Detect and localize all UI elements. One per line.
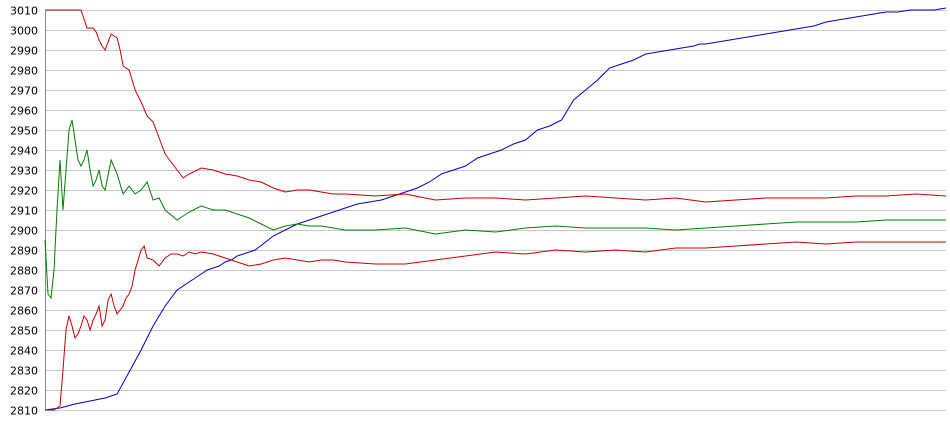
- y-tick-label: 2950: [10, 125, 38, 138]
- series-line-3: [44, 119, 946, 300]
- y-tick-label: 2870: [10, 285, 38, 298]
- y-tick-label: 2880: [10, 265, 38, 278]
- y-tick-label: 2960: [10, 105, 38, 118]
- series-line-4: [45, 241, 946, 411]
- y-tick-label: 2980: [10, 65, 38, 78]
- y-tick-label: 2820: [10, 385, 38, 398]
- y-tick-label: 2890: [10, 245, 38, 258]
- y-tick-label: 2850: [10, 325, 38, 338]
- series-line-1: [44, 7, 947, 411]
- y-tick-label: 2900: [10, 225, 38, 238]
- y-tick-label: 2840: [10, 345, 38, 358]
- y-tick-label: 2920: [10, 185, 38, 198]
- series-line-2: [45, 9, 947, 203]
- y-tick-label: 2930: [10, 165, 38, 178]
- y-tick-label: 3010: [10, 5, 38, 18]
- y-tick-label: 2810: [10, 405, 38, 418]
- y-tick-label: 2910: [10, 205, 38, 218]
- y-tick-label: 3000: [10, 25, 38, 38]
- grid: [45, 10, 946, 411]
- y-tick-label: 2970: [10, 85, 38, 98]
- y-tick-label: 2940: [10, 145, 38, 158]
- series-lines: [44, 7, 947, 411]
- y-tick-label: 2990: [10, 45, 38, 58]
- y-tick-label: 2860: [10, 305, 38, 318]
- y-tick-label: 2830: [10, 365, 38, 378]
- y-axis-ticks: 3010 3000 2990 2980 2970 2960 2950 2940 2930 2920…: [10, 5, 38, 418]
